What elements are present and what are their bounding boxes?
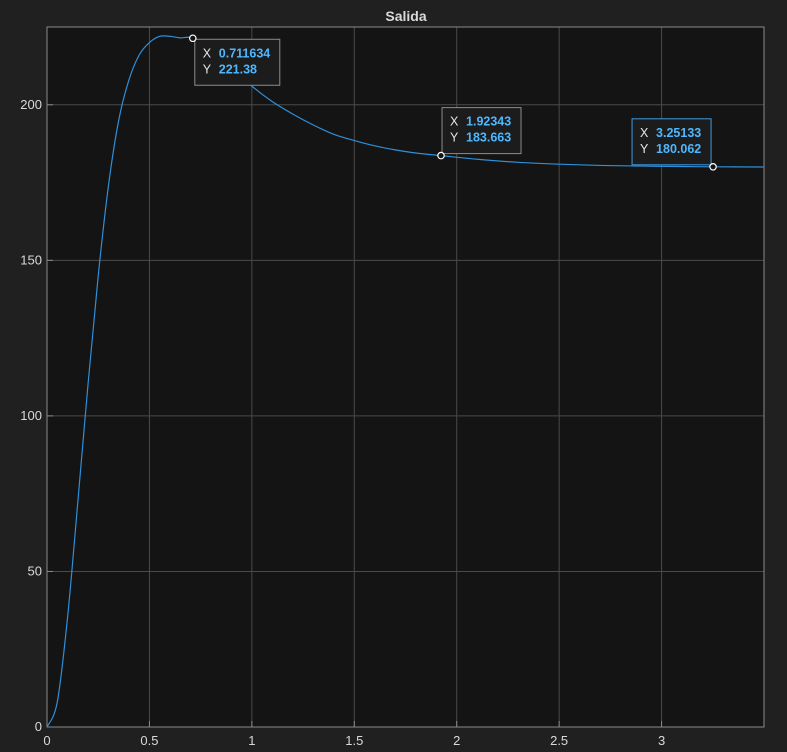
y-tick-label: 200 [20,97,42,112]
datatip-x-key: X [640,126,649,140]
datatip-y-value: 180.062 [656,142,701,156]
x-tick-label: 2.5 [550,733,568,748]
datatip[interactable]: X 0.711634 Y 221.38 [188,34,281,86]
x-tick-label: 0 [43,733,50,748]
datatip-marker[interactable] [188,34,197,43]
datatip-marker[interactable] [437,151,445,160]
datatip-y-key: Y [203,62,212,76]
datatip-y-value: 221.38 [219,62,257,76]
datatip-box [631,118,712,166]
x-tick-label: 2 [453,733,460,748]
datatip-y-value: 183.663 [466,131,511,145]
datatip-box [194,38,281,86]
datatip-x-value: 3.25133 [656,126,701,140]
y-tick-label: 150 [20,252,42,267]
grid [47,27,764,727]
datatip-x-key: X [450,115,459,129]
datatip[interactable]: X 1.92343 Y 183.663 [437,107,522,160]
y-tick-label: 50 [28,563,42,578]
tick-labels: 0 0.5 1 1.5 2 2.5 3 0 50 100 150 200 [20,97,665,748]
datatip-y-key: Y [450,131,459,145]
datatip-x-value: 1.92343 [466,115,511,129]
datatip-marker[interactable] [709,163,717,171]
y-tick-label: 100 [20,408,42,423]
chart-title: Salida [385,8,426,24]
datatip-box [441,107,522,155]
datatip-x-key: X [203,46,212,60]
axes-box [46,26,765,728]
x-tick-label: 0.5 [140,733,158,748]
datatip[interactable]: X 3.25133 Y 180.062 [631,118,717,171]
datatip-x-value: 0.711634 [219,46,270,60]
datatip-y-key: Y [640,142,649,156]
datatips-layer: X 0.711634 Y 221.38 X 1.92343 Y 183.663 X 3.25133… [188,34,717,171]
x-tick-label: 1.5 [345,733,363,748]
x-tick-label: 3 [658,733,665,748]
x-tick-label: 1 [248,733,255,748]
y-tick-label: 0 [35,719,42,734]
